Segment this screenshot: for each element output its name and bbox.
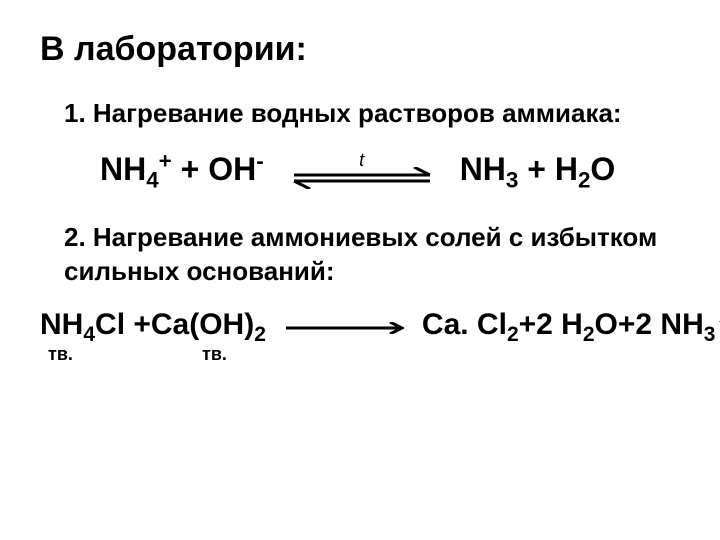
eq2-annot-1: тв. <box>40 344 150 365</box>
eq1-arrow-block: t <box>292 151 432 189</box>
eq2-annot-2: тв. <box>150 344 227 365</box>
equation-2: NH4Cl +Ca(OH)2 тв. тв. Ca. Cl2+2 H2O+2 N… <box>40 308 690 365</box>
eq2-rhs: Ca. Cl2+2 H2O+2 NH3↑ <box>422 308 720 342</box>
equation-1: NH4+ + OH- t NH3 + H2O <box>100 151 690 189</box>
list-item-2: 2. Нагревание аммониевых солей с избытко… <box>64 221 690 289</box>
eq1-rhs: NH3 + H2O <box>460 151 616 188</box>
eq1-lhs: NH4+ + OH- <box>100 151 264 188</box>
section-title: В лаборатории: <box>40 30 690 69</box>
eq2-annotations: тв. тв. <box>40 344 266 365</box>
list-item-1: 1. Нагревание водных растворов аммиака: <box>64 97 690 131</box>
eq2-lhs: NH4Cl +Ca(OH)2 <box>40 308 266 342</box>
equilibrium-arrow-icon <box>292 167 432 189</box>
reaction-arrow-icon <box>284 322 404 334</box>
eq2-lhs-block: NH4Cl +Ca(OH)2 тв. тв. <box>40 308 266 365</box>
